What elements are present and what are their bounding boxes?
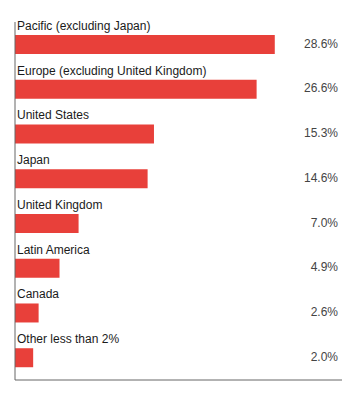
svg-text:Europe (excluding United Kingd: Europe (excluding United Kingdom) bbox=[17, 64, 206, 78]
svg-text:Canada: Canada bbox=[17, 287, 59, 301]
svg-text:Japan: Japan bbox=[17, 153, 50, 167]
svg-text:2.0%: 2.0% bbox=[311, 350, 339, 364]
svg-text:Pacific (excluding Japan): Pacific (excluding Japan) bbox=[17, 19, 150, 33]
svg-text:United States: United States bbox=[17, 108, 89, 122]
svg-text:Other less than 2%: Other less than 2% bbox=[17, 332, 119, 346]
svg-text:28.6%: 28.6% bbox=[304, 37, 338, 51]
svg-text:United Kingdom: United Kingdom bbox=[17, 198, 102, 212]
svg-text:2.6%: 2.6% bbox=[311, 305, 339, 319]
svg-text:26.6%: 26.6% bbox=[304, 81, 338, 95]
svg-text:Latin America: Latin America bbox=[17, 243, 90, 257]
svg-text:15.3%: 15.3% bbox=[304, 126, 338, 140]
svg-text:14.6%: 14.6% bbox=[304, 171, 338, 185]
svg-text:7.0%: 7.0% bbox=[311, 216, 339, 230]
svg-text:4.9%: 4.9% bbox=[311, 260, 339, 274]
